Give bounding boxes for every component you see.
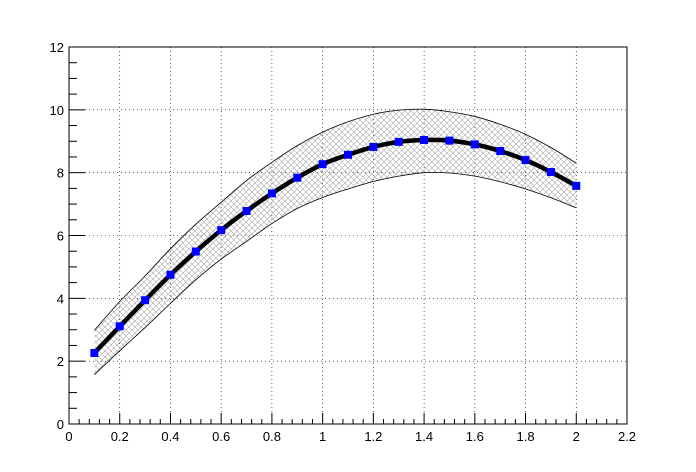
data-point-marker xyxy=(521,156,530,165)
data-point-marker xyxy=(217,226,226,235)
y-tick-label: 12 xyxy=(50,40,64,55)
data-point-marker xyxy=(293,173,302,182)
data-point-marker xyxy=(191,247,200,256)
x-axis-ticks: 0 0.2 0.4 0.6 0.8 1 1.2 1.4 1.6 1.8 2 2.2 xyxy=(65,413,636,444)
grid xyxy=(69,47,627,424)
data-point-marker xyxy=(369,142,378,151)
data-point-marker xyxy=(166,270,175,279)
x-tick-label: 1.2 xyxy=(364,429,382,444)
x-tick-label: 0 xyxy=(65,429,72,444)
data-point-marker xyxy=(496,146,505,155)
data-point-marker xyxy=(470,140,479,149)
x-tick-label: 0.8 xyxy=(263,429,281,444)
data-point-marker xyxy=(141,296,150,305)
data-point-marker xyxy=(420,135,429,144)
axes xyxy=(68,46,628,425)
y-tick-label: 2 xyxy=(57,354,64,369)
data-point-marker xyxy=(242,206,251,215)
x-tick-label: 1.6 xyxy=(466,429,484,444)
x-tick-label: 1.8 xyxy=(517,429,535,444)
x-tick-label: 1 xyxy=(319,429,326,444)
data-point-marker xyxy=(572,181,581,190)
y-tick-label: 0 xyxy=(57,417,64,432)
x-tick-label: 1.4 xyxy=(415,429,433,444)
data-point-marker xyxy=(394,137,403,146)
x-tick-label: 2.2 xyxy=(618,429,636,444)
y-tick-label: 6 xyxy=(57,229,64,244)
error-band xyxy=(94,108,577,375)
data-point-marker xyxy=(267,189,276,198)
x-tick-label: 0.4 xyxy=(161,429,179,444)
y-tick-label: 4 xyxy=(57,291,64,306)
y-axis-ticks: 0 2 4 6 8 10 12 xyxy=(50,40,85,432)
plot-frame xyxy=(68,46,628,425)
y-tick-label: 8 xyxy=(57,166,64,181)
y-tick-label: 10 xyxy=(50,103,64,118)
data-point-marker xyxy=(90,348,99,357)
series-markers xyxy=(90,135,581,357)
data-point-marker xyxy=(445,136,454,145)
data-point-marker xyxy=(546,168,555,177)
error-band-lower-edge xyxy=(94,171,577,375)
x-tick-label: 0.6 xyxy=(212,429,230,444)
x-tick-label: 2 xyxy=(573,429,580,444)
error-band-upper-edge xyxy=(94,108,577,331)
data-point-marker xyxy=(344,150,352,159)
data-point-marker xyxy=(318,160,327,169)
data-point-marker xyxy=(115,322,124,331)
x-tick-label: 0.2 xyxy=(111,429,129,444)
